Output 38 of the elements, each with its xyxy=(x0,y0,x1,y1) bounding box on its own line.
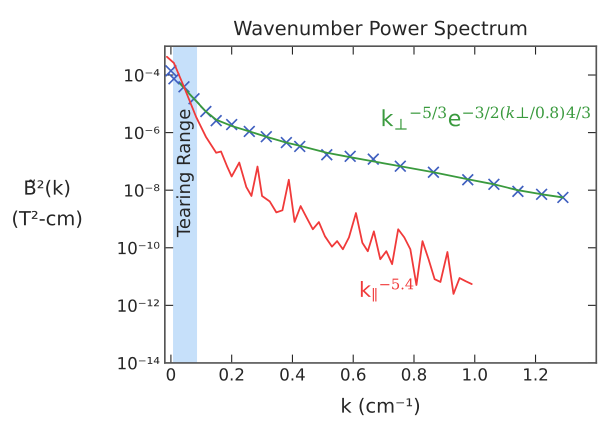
point xyxy=(320,148,333,161)
point xyxy=(394,160,407,172)
point xyxy=(225,118,238,131)
point xyxy=(367,152,380,166)
x-axis-title: k (cm⁻¹) xyxy=(342,398,420,416)
y-tick-label: 10⁻⁶ xyxy=(125,126,160,140)
point xyxy=(535,188,548,201)
chart-title: Wavenumber Power Spectrum xyxy=(234,20,526,40)
y-axis-title: B̃²(k) (T²-cm) xyxy=(13,180,82,228)
point xyxy=(512,185,524,198)
y-tick-label: 10⁻⁴ xyxy=(125,68,160,82)
y-tick-label: 10⁻¹² xyxy=(118,299,159,312)
point xyxy=(344,150,356,163)
x-tick-label: 0.6 xyxy=(341,368,366,381)
point xyxy=(280,136,293,149)
point xyxy=(178,80,190,94)
point xyxy=(488,178,500,191)
point xyxy=(294,140,306,153)
point xyxy=(427,166,440,178)
x-tick-label: 0.4 xyxy=(280,368,305,381)
point xyxy=(462,174,474,186)
series-label: k$_{∥}$$^{−5.4}$ xyxy=(360,278,414,302)
x-tick-label: 1.2 xyxy=(524,368,548,380)
y-tick-label: 10⁻¹⁴ xyxy=(118,356,160,370)
y-tick-label: 10⁻¹⁰ xyxy=(118,242,160,254)
x-tick-label: 1.0 xyxy=(463,368,487,381)
point xyxy=(260,130,273,143)
x-tick-label: 0 xyxy=(166,368,176,381)
x-tick-label: 0.8 xyxy=(402,368,426,381)
point xyxy=(210,114,222,127)
point xyxy=(556,191,570,204)
series-label: k$_{⊥}$$^{−5/3}$e$^{−3/2(k⊥/0.8)4/3}$ xyxy=(382,106,590,130)
y-tick-label: 10⁻⁸ xyxy=(125,184,160,197)
point xyxy=(164,64,178,78)
x-tick-label: 0.2 xyxy=(220,368,244,381)
point xyxy=(243,125,256,138)
band-label: Tearing Range xyxy=(176,110,194,238)
point xyxy=(168,72,180,85)
